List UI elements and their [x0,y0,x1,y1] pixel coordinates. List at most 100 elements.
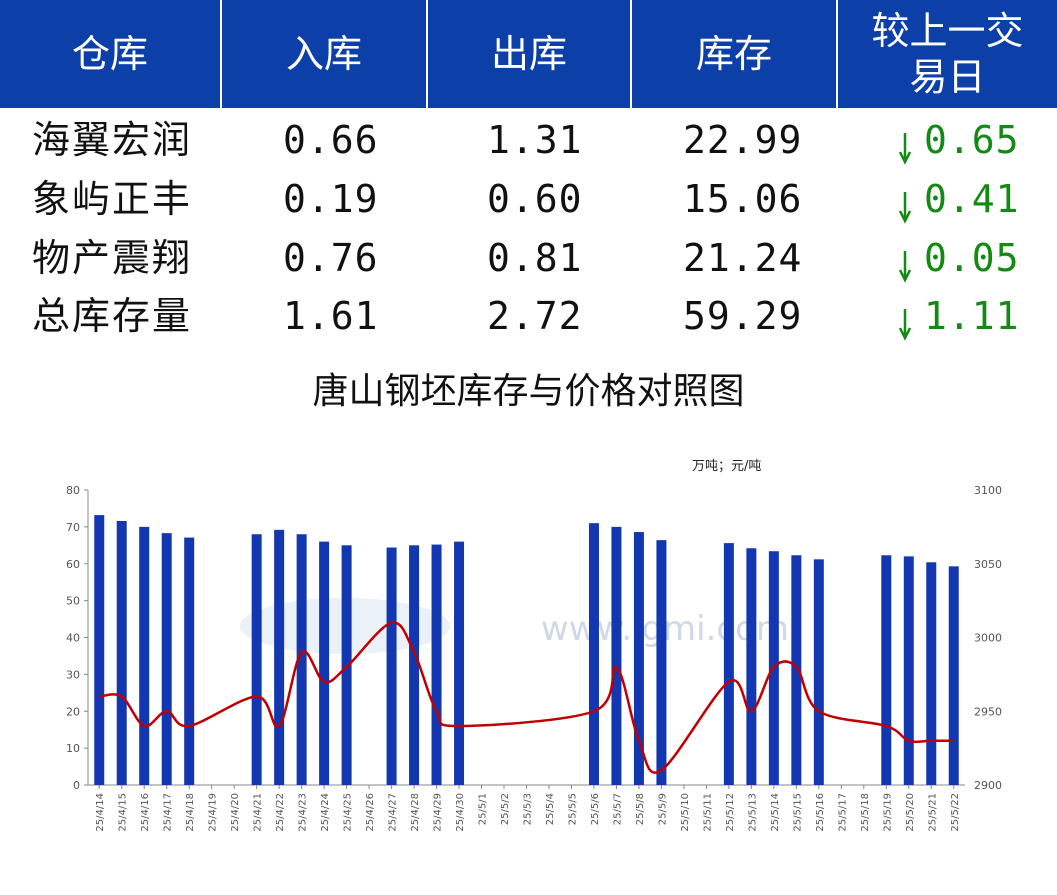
x-tick-label: 25/4/23 [298,793,309,832]
bar [881,555,892,785]
warehouse-name: 海翼宏润 [32,118,193,162]
stock-value: 22.99 [683,118,803,162]
outbound-value: 0.81 [487,236,583,280]
x-tick-label: 25/5/1 [478,793,489,825]
header-divider [630,0,632,108]
x-tick-label: 25/5/2 [500,793,511,825]
x-tick-label: 25/4/22 [275,793,286,832]
x-tick-label: 25/5/9 [657,793,668,825]
bar [948,566,959,785]
bar [768,551,779,785]
header-inbound: 入库 [285,32,362,76]
table-row: 物产震翔 0.76 0.81 21.24 0.05 [0,229,1057,287]
bar [746,548,757,785]
x-tick-label: 25/5/12 [725,793,736,832]
x-tick-label: 25/5/18 [860,793,871,832]
change-number: 0.05 [924,236,1020,280]
left-tick-label: 10 [66,742,80,755]
x-tick-label: 25/4/16 [140,793,151,832]
bar [251,534,262,785]
x-tick-label: 25/4/27 [388,793,399,832]
header-divider [426,0,428,108]
header-divider [220,0,222,108]
bar [633,532,644,785]
left-tick-label: 50 [66,595,80,608]
x-tick-label: 25/5/6 [590,793,601,825]
x-tick-label: 25/4/18 [185,793,196,832]
x-tick-label: 25/5/7 [612,793,623,825]
stock-value: 21.24 [683,236,803,280]
inbound-value: 0.76 [283,236,379,280]
inbound-value: 1.61 [283,294,379,338]
right-tick-label: 3000 [974,632,1002,645]
inbound-value: 0.19 [283,177,379,221]
price-line [99,621,954,774]
table-row: 象屿正丰 0.19 0.60 15.06 0.41 [0,170,1057,228]
bar [903,556,914,785]
bar [813,559,824,785]
x-tick-label: 25/4/19 [208,793,219,832]
x-tick-label: 25/4/24 [320,793,331,832]
right-tick-label: 3050 [974,558,1002,571]
x-tick-label: 25/5/15 [792,793,803,832]
left-tick-label: 0 [73,779,80,792]
change-value: 0.41 [898,170,1020,228]
change-value: 0.65 [898,111,1020,169]
bar [409,545,420,785]
chart-title: 唐山钢坯库存与价格对照图 [312,371,745,412]
x-tick-label: 25/4/15 [118,793,129,832]
header-stock: 库存 [695,32,772,76]
stock-value: 59.29 [683,294,803,338]
warehouse-name: 象屿正丰 [32,177,193,221]
x-tick-label: 25/5/19 [882,793,893,832]
warehouse-name: 总库存量 [32,294,193,338]
header-divider [836,0,838,108]
x-tick-label: 25/5/10 [680,793,691,832]
x-tick-label: 25/5/20 [905,793,916,832]
x-tick-label: 25/4/28 [410,793,421,832]
bar [386,547,397,785]
x-tick-label: 25/4/20 [230,793,241,832]
bar [139,526,150,785]
right-tick-label: 3100 [974,484,1002,497]
bar [319,541,330,785]
bar [611,526,622,785]
bar [94,515,105,785]
x-tick-label: 25/4/26 [365,793,376,832]
warehouse-name: 物产震翔 [32,236,193,280]
x-tick-label: 25/4/14 [95,793,106,832]
x-tick-label: 25/4/21 [253,793,264,832]
table-row: 总库存量 1.61 2.72 59.29 1.11 [0,287,1057,345]
header-outbound: 出库 [490,32,567,76]
left-tick-label: 40 [66,632,80,645]
inbound-value: 0.66 [283,118,379,162]
bar [341,545,352,785]
header-change-label: 较上一交易日 [871,9,1024,99]
chart-unit-label: 万吨；元/吨 [692,459,762,474]
stock-value: 15.06 [683,177,803,221]
down-arrow-icon [898,299,912,341]
header-warehouse: 仓库 [71,32,148,76]
bar [791,555,802,785]
table-row: 海翼宏润 0.66 1.31 22.99 0.65 [0,111,1057,169]
x-tick-label: 25/5/13 [747,793,758,832]
outbound-value: 0.60 [487,177,583,221]
change-number: 1.11 [924,294,1020,338]
down-arrow-icon [898,182,912,224]
table-header [0,0,1057,108]
x-tick-label: 25/5/21 [927,793,938,832]
right-tick-label: 2950 [974,705,1002,718]
change-value: 0.05 [898,229,1020,287]
x-tick-label: 25/5/8 [635,793,646,825]
bar [274,529,285,785]
x-tick-label: 25/5/16 [815,793,826,832]
watermark-text: www.lgmi.com [541,609,789,649]
x-tick-label: 25/5/22 [950,793,961,832]
left-tick-label: 60 [66,558,80,571]
bar [296,534,307,785]
bar [184,537,195,785]
x-tick-label: 25/5/17 [837,793,848,832]
x-tick-label: 25/5/4 [545,793,556,825]
x-tick-label: 25/4/25 [343,793,354,832]
down-arrow-icon [898,241,912,283]
